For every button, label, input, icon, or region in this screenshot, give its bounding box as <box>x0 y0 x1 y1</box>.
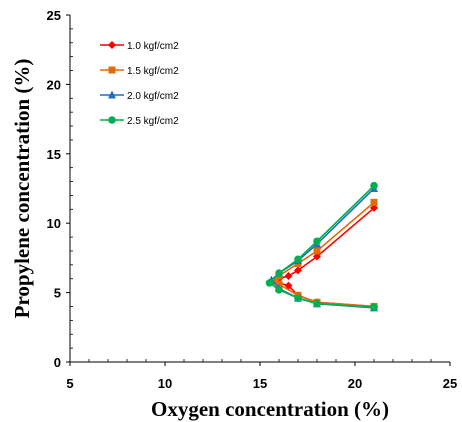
series-line <box>273 207 375 308</box>
data-point <box>313 247 321 255</box>
x-tick-label: 15 <box>253 376 267 391</box>
y-tick-label: 25 <box>47 8 61 23</box>
series-1 <box>271 203 378 311</box>
data-point <box>275 269 283 277</box>
data-point <box>284 271 293 280</box>
data-point <box>294 294 302 302</box>
y-axis-title: Propylene concentration (%) <box>10 59 34 319</box>
x-tick-label: 5 <box>66 376 73 391</box>
x-tick-label: 10 <box>158 376 172 391</box>
x-axis-title: Oxygen concentration (%) <box>151 397 389 421</box>
y-tick-label: 0 <box>54 355 61 370</box>
legend-item: 2.0 kgf/cm2 <box>100 90 179 102</box>
legend-item: 1.0 kgf/cm2 <box>100 41 179 52</box>
data-point <box>370 181 378 190</box>
data-point <box>370 303 378 311</box>
legend: 1.0 kgf/cm2 1.5 kgf/cm2 2.0 kgf/cm2 2.5 kgf… <box>100 41 179 127</box>
data-series <box>265 181 378 312</box>
legend-marker <box>108 116 116 124</box>
x-tick-label: 25 <box>443 376 457 391</box>
legend-marker <box>108 66 116 74</box>
legend-item: 2.5 kgf/cm2 <box>100 116 179 127</box>
series-4 <box>265 181 378 311</box>
legend-label: 2.0 kgf/cm2 <box>127 91 179 102</box>
x-tick-label: 20 <box>348 376 362 391</box>
legend-marker <box>108 41 116 49</box>
legend-marker <box>108 90 116 99</box>
y-tick-label: 10 <box>47 216 61 231</box>
series-line <box>270 187 375 309</box>
y-tick-label: 5 <box>54 286 61 301</box>
series-line <box>274 201 375 308</box>
y-tick-label: 20 <box>47 77 61 92</box>
legend-label: 2.5 kgf/cm2 <box>127 116 179 127</box>
data-point <box>284 281 293 290</box>
data-point <box>275 286 283 294</box>
data-point <box>370 198 378 206</box>
data-point <box>294 255 302 264</box>
data-point <box>265 279 274 287</box>
legend-label: 1.5 kgf/cm2 <box>127 66 179 77</box>
data-point <box>370 203 378 212</box>
y-tick-label: 15 <box>47 147 61 162</box>
data-point <box>313 252 321 261</box>
data-point <box>313 299 321 308</box>
legend-item: 1.5 kgf/cm2 <box>100 66 179 77</box>
legend-label: 1.0 kgf/cm2 <box>127 41 179 52</box>
data-point <box>294 266 302 275</box>
data-point <box>313 237 321 246</box>
data-point <box>271 277 279 285</box>
